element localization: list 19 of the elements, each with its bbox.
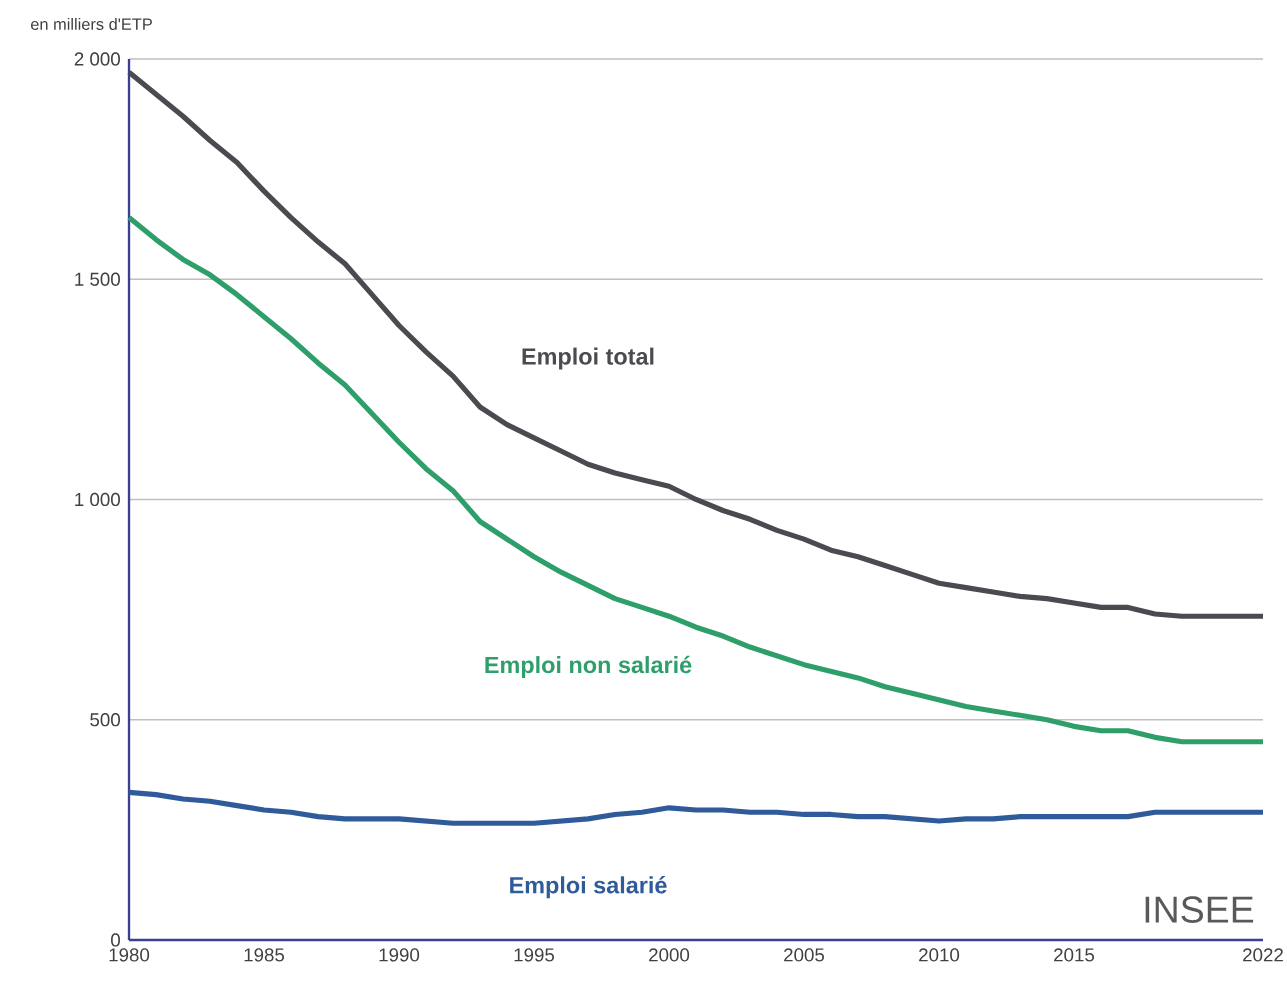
series-label: Emploi non salarié [485, 655, 692, 678]
y-tick-label: 2 000 [74, 52, 120, 66]
y-tick-label: 1 000 [75, 492, 120, 507]
text: Emploi total [522, 347, 654, 370]
x-tick-label: 2022 [1243, 948, 1283, 962]
x-tick-label: 2015 [1054, 948, 1095, 962]
annotation: INSEE [1145, 896, 1254, 923]
y-axis-title: en milliers d'ETP [30, 17, 152, 30]
x-tick-label: 1990 [379, 948, 420, 962]
x-tick-label: 2010 [919, 948, 960, 962]
text: Emploi salarié [510, 876, 667, 899]
y-tick-label: 500 [90, 713, 120, 727]
x-tick-label: 1980 [109, 948, 150, 962]
x-tick-label: 2000 [649, 948, 690, 962]
x-tick-label: 1985 [244, 948, 285, 962]
y-tick-label: 1 500 [75, 272, 120, 286]
x-tick-label: 1995 [514, 948, 555, 962]
x-tick-label: 2005 [784, 948, 825, 962]
y-tick-label: 0 [111, 933, 121, 947]
